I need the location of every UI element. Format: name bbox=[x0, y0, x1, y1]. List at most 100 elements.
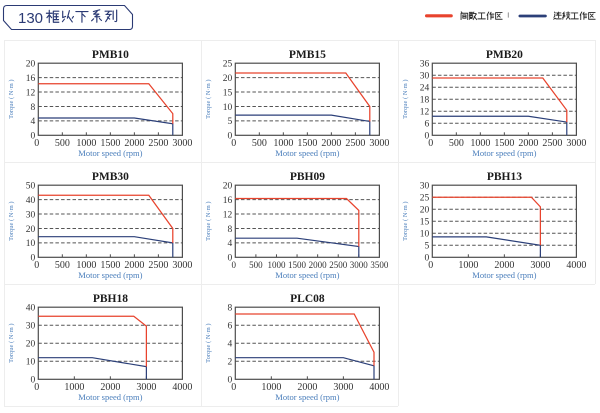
svg-text:3000: 3000 bbox=[333, 382, 353, 393]
svg-text:0: 0 bbox=[228, 376, 233, 386]
svg-text:20: 20 bbox=[26, 60, 36, 70]
svg-text:30: 30 bbox=[420, 182, 430, 192]
svg-text:2: 2 bbox=[228, 358, 233, 368]
svg-text:Torque ( N·m ): Torque ( N·m ) bbox=[205, 79, 212, 118]
svg-text:0: 0 bbox=[31, 376, 36, 386]
svg-text:50: 50 bbox=[26, 182, 36, 192]
svg-text:500: 500 bbox=[252, 138, 267, 149]
svg-text:1000: 1000 bbox=[458, 260, 478, 271]
svg-text:2500: 2500 bbox=[329, 260, 348, 270]
svg-text:10: 10 bbox=[26, 358, 36, 368]
svg-text:24: 24 bbox=[420, 84, 430, 94]
svg-text:3500: 3500 bbox=[370, 260, 389, 270]
svg-text:0: 0 bbox=[428, 138, 433, 149]
svg-text:15: 15 bbox=[223, 88, 233, 98]
svg-text:10: 10 bbox=[26, 239, 36, 249]
svg-text:0: 0 bbox=[34, 382, 39, 393]
svg-text:4000: 4000 bbox=[369, 382, 389, 393]
svg-text:40: 40 bbox=[26, 304, 36, 314]
svg-text:1000: 1000 bbox=[267, 260, 286, 270]
svg-text:Motor speed (rpm): Motor speed (rpm) bbox=[78, 392, 142, 402]
svg-text:Torque ( N·m ): Torque ( N·m ) bbox=[205, 201, 212, 240]
svg-text:0: 0 bbox=[232, 260, 237, 270]
svg-text:4000: 4000 bbox=[172, 382, 192, 393]
svg-text:PMB20: PMB20 bbox=[486, 49, 523, 61]
svg-text:1500: 1500 bbox=[297, 138, 317, 149]
svg-text:Torque ( N·m ): Torque ( N·m ) bbox=[8, 323, 15, 362]
svg-text:4: 4 bbox=[31, 117, 36, 127]
svg-text:15: 15 bbox=[420, 218, 430, 228]
svg-text:10: 10 bbox=[420, 230, 430, 240]
svg-text:1500: 1500 bbox=[288, 260, 307, 270]
svg-text:0: 0 bbox=[231, 138, 236, 149]
svg-text:20: 20 bbox=[420, 206, 430, 216]
svg-text:16: 16 bbox=[223, 196, 233, 206]
svg-text:Motor speed (rpm): Motor speed (rpm) bbox=[78, 148, 142, 158]
svg-text:PLC08: PLC08 bbox=[290, 293, 325, 305]
svg-text:1000: 1000 bbox=[470, 138, 490, 149]
svg-text:2000: 2000 bbox=[124, 138, 144, 149]
svg-text:Motor speed (rpm): Motor speed (rpm) bbox=[275, 270, 339, 280]
svg-text:0: 0 bbox=[228, 254, 233, 264]
svg-text:3000: 3000 bbox=[566, 138, 586, 149]
svg-text:0: 0 bbox=[428, 260, 433, 271]
svg-text:Torque ( N·m ): Torque ( N·m ) bbox=[205, 323, 212, 362]
svg-text:2000: 2000 bbox=[518, 138, 538, 149]
svg-text:36: 36 bbox=[420, 60, 430, 70]
svg-text:1000: 1000 bbox=[64, 382, 84, 393]
svg-text:4: 4 bbox=[228, 239, 233, 249]
svg-text:500: 500 bbox=[55, 260, 70, 271]
svg-text:2000: 2000 bbox=[124, 260, 144, 271]
svg-text:16: 16 bbox=[26, 74, 36, 84]
svg-text:6: 6 bbox=[228, 322, 233, 332]
svg-text:PMB30: PMB30 bbox=[92, 171, 129, 183]
svg-text:20: 20 bbox=[26, 340, 36, 350]
svg-text:30: 30 bbox=[26, 322, 36, 332]
svg-text:130: 130 bbox=[18, 10, 43, 27]
svg-text:0: 0 bbox=[31, 254, 36, 264]
svg-text:Motor speed (rpm): Motor speed (rpm) bbox=[275, 148, 339, 158]
svg-text:0: 0 bbox=[231, 382, 236, 393]
svg-text:1500: 1500 bbox=[100, 138, 120, 149]
svg-text:0: 0 bbox=[425, 254, 430, 264]
svg-text:20: 20 bbox=[26, 225, 36, 235]
svg-text:4000: 4000 bbox=[566, 260, 586, 271]
svg-text:3000: 3000 bbox=[350, 260, 369, 270]
svg-text:1000: 1000 bbox=[273, 138, 293, 149]
svg-text:2000: 2000 bbox=[321, 138, 341, 149]
svg-text:3000: 3000 bbox=[369, 138, 389, 149]
svg-text:1500: 1500 bbox=[100, 260, 120, 271]
svg-text:2000: 2000 bbox=[297, 382, 317, 393]
svg-text:2500: 2500 bbox=[345, 138, 365, 149]
svg-text:1000: 1000 bbox=[76, 260, 96, 271]
svg-text:8: 8 bbox=[228, 304, 233, 314]
svg-text:PMB10: PMB10 bbox=[92, 49, 129, 61]
svg-text:30: 30 bbox=[26, 210, 36, 220]
svg-text:5: 5 bbox=[228, 117, 233, 127]
svg-text:8: 8 bbox=[228, 225, 233, 235]
svg-text:2500: 2500 bbox=[148, 138, 168, 149]
svg-text:3000: 3000 bbox=[530, 260, 550, 271]
svg-text:20: 20 bbox=[223, 182, 233, 192]
svg-text:0: 0 bbox=[34, 260, 39, 271]
svg-text:8: 8 bbox=[31, 103, 36, 113]
svg-text:2000: 2000 bbox=[494, 260, 514, 271]
svg-text:25: 25 bbox=[420, 194, 430, 204]
svg-text:18: 18 bbox=[420, 96, 430, 106]
svg-text:12: 12 bbox=[223, 210, 233, 220]
svg-text:Torque ( N·m ): Torque ( N·m ) bbox=[8, 79, 15, 118]
svg-text:6: 6 bbox=[425, 120, 430, 130]
svg-text:1000: 1000 bbox=[76, 138, 96, 149]
svg-text:Motor speed (rpm): Motor speed (rpm) bbox=[472, 148, 536, 158]
svg-text:PBH13: PBH13 bbox=[487, 171, 522, 183]
svg-text:25: 25 bbox=[223, 60, 233, 70]
svg-text:0: 0 bbox=[228, 132, 233, 142]
svg-text:Torque ( N·m ): Torque ( N·m ) bbox=[8, 201, 15, 240]
svg-text:500: 500 bbox=[449, 138, 464, 149]
svg-text:0: 0 bbox=[425, 132, 430, 142]
svg-text:1000: 1000 bbox=[261, 382, 281, 393]
svg-text:4: 4 bbox=[228, 340, 233, 350]
svg-text:0: 0 bbox=[34, 138, 39, 149]
svg-text:Motor speed (rpm): Motor speed (rpm) bbox=[472, 270, 536, 280]
svg-text:5: 5 bbox=[425, 242, 430, 252]
